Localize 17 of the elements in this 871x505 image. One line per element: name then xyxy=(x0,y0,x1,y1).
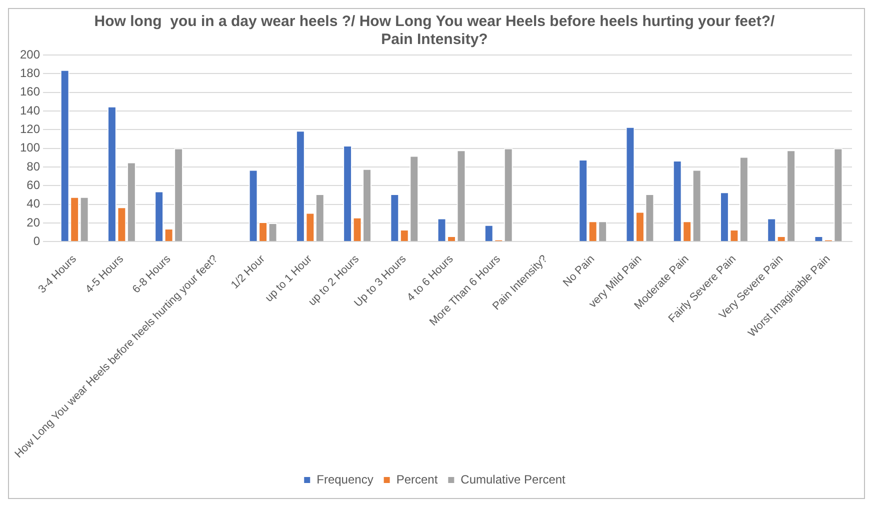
text: Pain Intensity? xyxy=(381,31,488,48)
text: How long you in a day wear heels ?/ How Long You wear Heels before heels hurting your feet?/ xyxy=(94,13,775,30)
y-tick-label: 140 xyxy=(20,103,40,118)
y-tick-label: 40 xyxy=(26,196,40,211)
y-tick-label: 0 xyxy=(33,234,40,248)
y-tick-label: 80 xyxy=(26,159,40,174)
y-tick-label: 120 xyxy=(20,122,40,136)
legend-label: Percent xyxy=(396,472,438,486)
y-tick-label: 200 xyxy=(20,47,40,62)
y-tick-label: 180 xyxy=(20,66,40,80)
x-tick-label: No Pain xyxy=(560,253,598,290)
y-tick-label: 20 xyxy=(26,215,40,230)
legend-label: Cumulative Percent xyxy=(460,472,566,486)
legend-label: Frequency xyxy=(316,472,374,486)
y-tick-label: 100 xyxy=(20,140,40,155)
y-tick-label: 60 xyxy=(26,178,40,192)
y-tick-label: 160 xyxy=(20,84,40,99)
